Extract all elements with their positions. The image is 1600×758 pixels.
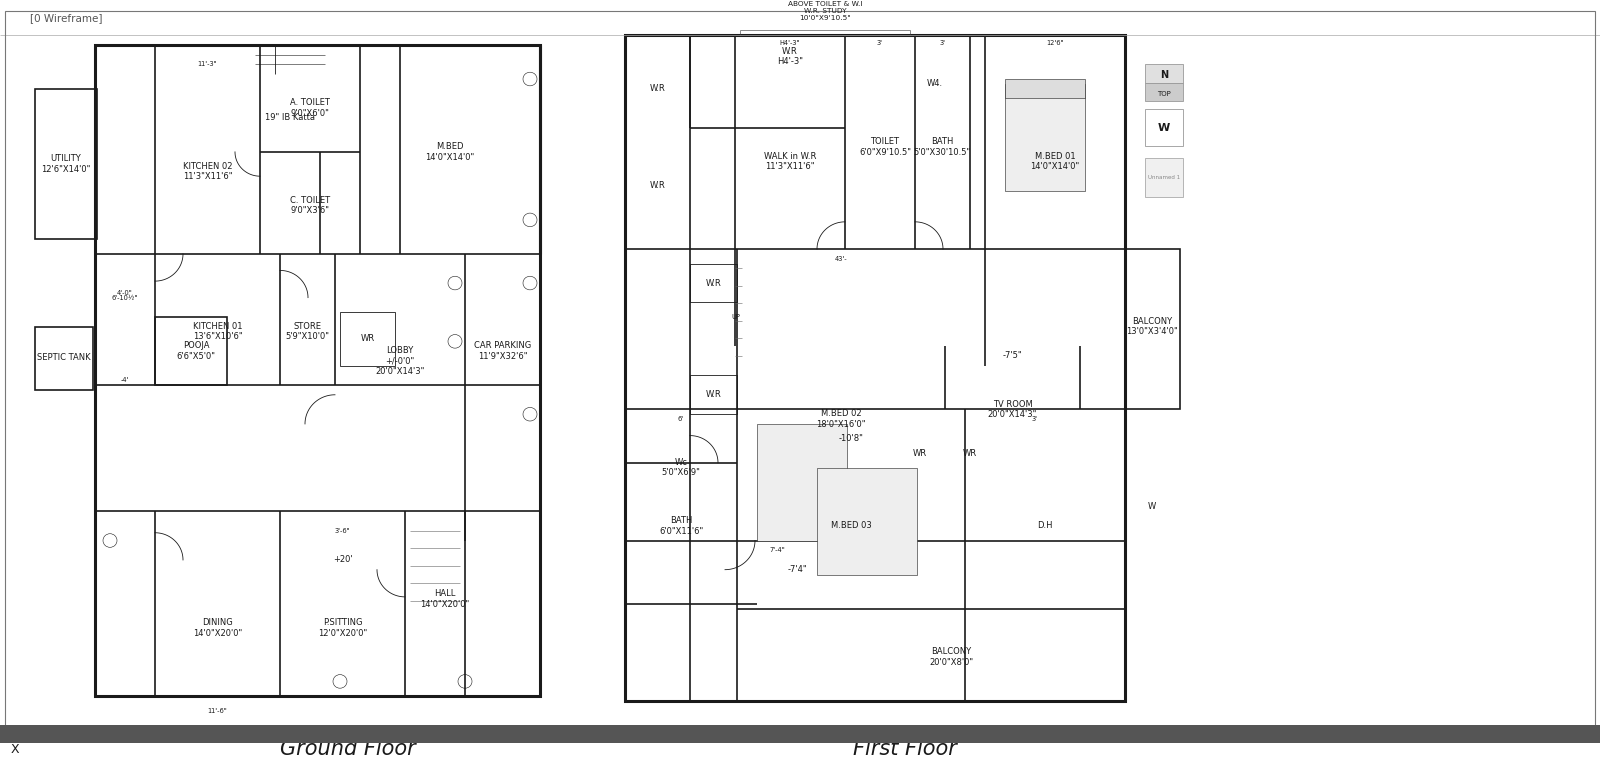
Bar (1146, 83, 1182, 102)
Bar (155, 317, 227, 385)
Text: +20': +20' (333, 556, 352, 565)
Text: KITCHEN 01
13'6"X10'6": KITCHEN 01 13'6"X10'6" (192, 322, 242, 341)
Text: W4.: W4. (926, 80, 942, 89)
Text: KITCHEN 02
11'3"X11'6": KITCHEN 02 11'3"X11'6" (182, 161, 232, 181)
Text: X: X (11, 743, 19, 756)
Text: STORE
5'9"X10'0": STORE 5'9"X10'0" (285, 322, 330, 341)
Text: BATH
6'0"X11'6": BATH 6'0"X11'6" (659, 516, 702, 536)
Text: -7'5": -7'5" (1003, 352, 1022, 360)
Text: M.BED 01
14'0"X14'0": M.BED 01 14'0"X14'0" (1030, 152, 1080, 171)
Text: [0 Wireframe]: [0 Wireframe] (30, 13, 102, 23)
Bar (690, 375, 738, 414)
Text: HALL
14'0"X20'0": HALL 14'0"X20'0" (421, 589, 470, 609)
Text: TV ROOM
20'0"X14'3": TV ROOM 20'0"X14'3" (987, 399, 1037, 419)
Text: 19" IB Katta: 19" IB Katta (266, 114, 315, 122)
Text: BALCONY
13'0"X3'4'0": BALCONY 13'0"X3'4'0" (1126, 317, 1178, 337)
Text: 11'-3": 11'-3" (198, 61, 218, 67)
Bar (1146, 109, 1182, 146)
Text: 3': 3' (939, 40, 946, 46)
Text: 3': 3' (877, 40, 883, 46)
Text: 43'-: 43'- (835, 255, 848, 262)
Bar (35, 327, 93, 390)
Text: 6': 6' (678, 416, 685, 422)
Text: M.BED 03: M.BED 03 (830, 522, 872, 531)
Text: LOBBY
+/-0'0"
20'0"X14'3": LOBBY +/-0'0" 20'0"X14'3" (376, 346, 424, 376)
Text: -4': -4' (120, 377, 130, 384)
Text: BATH
5'0"X30'10.5": BATH 5'0"X30'10.5" (914, 137, 971, 157)
Text: CAR PARKING
11'9"X32'6": CAR PARKING 11'9"X32'6" (474, 341, 531, 361)
Text: Unnamed 1: Unnamed 1 (1147, 174, 1181, 180)
Bar (757, 424, 846, 540)
Text: 3': 3' (1032, 416, 1038, 422)
Text: ABOVE TOILET & W.I
W.R. STUDY
10'0"X9'10.5": ABOVE TOILET & W.I W.R. STUDY 10'0"X9'10… (787, 1, 862, 21)
Text: WR: WR (914, 449, 926, 458)
Text: P.SITTING
12'0"X20'0": P.SITTING 12'0"X20'0" (318, 619, 366, 637)
Bar (35, 89, 98, 240)
Bar (1125, 249, 1181, 409)
Bar (0, 725, 1600, 743)
Text: D.H: D.H (1037, 522, 1053, 531)
Bar (339, 312, 395, 365)
Text: W: W (1158, 123, 1170, 133)
Text: First Floor: First Floor (853, 739, 957, 758)
Text: W.R: W.R (706, 278, 722, 287)
Text: 12'6": 12'6" (1046, 40, 1064, 46)
Text: -7'4": -7'4" (787, 565, 806, 574)
Text: BALCONY
20'0"X8'0": BALCONY 20'0"X8'0" (930, 647, 973, 667)
Bar (1146, 64, 1182, 83)
Text: A. TOILET
9'0"X6'0": A. TOILET 9'0"X6'0" (290, 99, 330, 117)
Text: Ground Floor: Ground Floor (280, 739, 416, 758)
Text: WR: WR (360, 334, 374, 343)
Text: 11'-6": 11'-6" (208, 707, 227, 713)
Text: W.R: W.R (650, 181, 666, 190)
Text: 4'-0": 4'-0" (117, 290, 133, 296)
Bar (94, 45, 541, 696)
Bar (1146, 158, 1182, 196)
Text: POOJA
6'6"X5'0": POOJA 6'6"X5'0" (176, 341, 216, 361)
Bar (1005, 79, 1085, 99)
Text: W: W (1147, 502, 1157, 511)
Text: 6'-10½": 6'-10½" (112, 295, 138, 301)
Text: SEPTIC TANK: SEPTIC TANK (37, 353, 91, 362)
Text: WALK in W.R
11'3"X11'6": WALK in W.R 11'3"X11'6" (763, 152, 816, 171)
Text: M.BED 02
18'0"X16'0": M.BED 02 18'0"X16'0" (816, 409, 866, 429)
Text: 7'-4": 7'-4" (770, 547, 786, 553)
Text: TOP: TOP (1157, 91, 1171, 96)
Text: C. TOILET
9'0"X3'6": C. TOILET 9'0"X3'6" (290, 196, 330, 215)
Text: W.R
H4'-3": W.R H4'-3" (778, 47, 803, 67)
Text: UP: UP (731, 314, 741, 320)
Bar (626, 36, 1125, 701)
Text: W.R: W.R (706, 390, 722, 399)
Text: N: N (1160, 70, 1168, 80)
Text: H4'-3": H4'-3" (779, 40, 800, 46)
Text: Wc
5'0"X6'9": Wc 5'0"X6'9" (661, 458, 701, 478)
Text: TOILET
6'0"X9'10.5": TOILET 6'0"X9'10.5" (859, 137, 910, 157)
Bar (690, 264, 738, 302)
Bar (818, 468, 917, 575)
Bar (1005, 84, 1085, 191)
Text: UTILITY
12'6"X14'0": UTILITY 12'6"X14'0" (42, 155, 91, 174)
Text: M.BED
14'0"X14'0": M.BED 14'0"X14'0" (426, 143, 475, 161)
Text: W.R: W.R (650, 84, 666, 93)
Text: DINING
14'0"X20'0": DINING 14'0"X20'0" (194, 619, 242, 637)
Text: -10'8": -10'8" (838, 434, 864, 443)
Text: WR: WR (963, 449, 978, 458)
Text: 3'-6": 3'-6" (334, 528, 350, 534)
